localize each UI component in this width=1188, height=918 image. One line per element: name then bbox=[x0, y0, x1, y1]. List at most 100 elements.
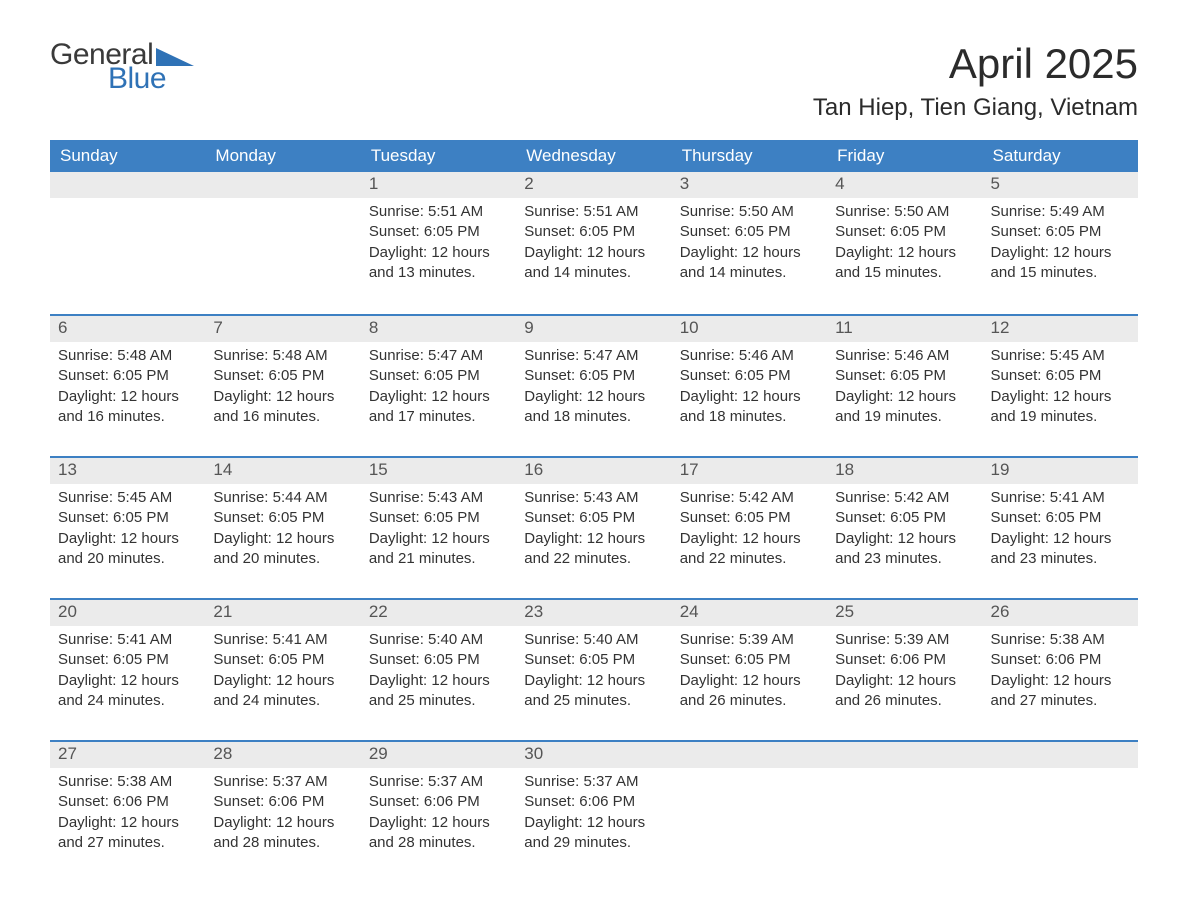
cell-line: Sunrise: 5:39 AM bbox=[680, 630, 819, 650]
cell-line: and 27 minutes. bbox=[58, 833, 197, 853]
calendar-cell: 1Sunrise: 5:51 AMSunset: 6:05 PMDaylight… bbox=[361, 172, 516, 312]
cell-line: Sunrise: 5:42 AM bbox=[835, 488, 974, 508]
cell-body: Sunrise: 5:50 AMSunset: 6:05 PMDaylight:… bbox=[672, 198, 827, 293]
cell-line: Sunrise: 5:49 AM bbox=[991, 202, 1130, 222]
cell-line: Daylight: 12 hours bbox=[213, 671, 352, 691]
day-header: Sunday bbox=[50, 140, 205, 172]
cell-line: Sunset: 6:06 PM bbox=[369, 792, 508, 812]
cell-body: Sunrise: 5:37 AMSunset: 6:06 PMDaylight:… bbox=[361, 768, 516, 863]
cell-line: and 16 minutes. bbox=[213, 407, 352, 427]
calendar-cell: 20Sunrise: 5:41 AMSunset: 6:05 PMDayligh… bbox=[50, 600, 205, 738]
cell-line: and 15 minutes. bbox=[835, 263, 974, 283]
cell-body: Sunrise: 5:38 AMSunset: 6:06 PMDaylight:… bbox=[50, 768, 205, 863]
calendar-cell bbox=[672, 742, 827, 880]
cell-body: Sunrise: 5:50 AMSunset: 6:05 PMDaylight:… bbox=[827, 198, 982, 293]
calendar-cell: 25Sunrise: 5:39 AMSunset: 6:06 PMDayligh… bbox=[827, 600, 982, 738]
cell-line: Sunrise: 5:51 AM bbox=[524, 202, 663, 222]
cell-line: and 19 minutes. bbox=[835, 407, 974, 427]
day-number: 13 bbox=[50, 458, 205, 484]
cell-line: Daylight: 12 hours bbox=[524, 243, 663, 263]
calendar-cell bbox=[983, 742, 1138, 880]
cell-body: Sunrise: 5:44 AMSunset: 6:05 PMDaylight:… bbox=[205, 484, 360, 579]
cell-body: Sunrise: 5:41 AMSunset: 6:05 PMDaylight:… bbox=[50, 626, 205, 721]
cell-line: Daylight: 12 hours bbox=[213, 813, 352, 833]
calendar-cell: 15Sunrise: 5:43 AMSunset: 6:05 PMDayligh… bbox=[361, 458, 516, 596]
day-number: 11 bbox=[827, 316, 982, 342]
day-number bbox=[983, 742, 1138, 768]
cell-line: Sunset: 6:06 PM bbox=[58, 792, 197, 812]
cell-line: Daylight: 12 hours bbox=[369, 387, 508, 407]
calendar-week: 27Sunrise: 5:38 AMSunset: 6:06 PMDayligh… bbox=[50, 740, 1138, 880]
cell-line: Sunrise: 5:37 AM bbox=[524, 772, 663, 792]
cell-line: Sunset: 6:05 PM bbox=[58, 366, 197, 386]
cell-line: Sunrise: 5:37 AM bbox=[369, 772, 508, 792]
cell-line: Sunrise: 5:43 AM bbox=[369, 488, 508, 508]
calendar-cell: 18Sunrise: 5:42 AMSunset: 6:05 PMDayligh… bbox=[827, 458, 982, 596]
cell-line: Daylight: 12 hours bbox=[213, 529, 352, 549]
cell-line: Sunset: 6:05 PM bbox=[524, 366, 663, 386]
calendar-cell: 22Sunrise: 5:40 AMSunset: 6:05 PMDayligh… bbox=[361, 600, 516, 738]
day-number: 1 bbox=[361, 172, 516, 198]
day-number: 25 bbox=[827, 600, 982, 626]
logo-word-blue: Blue bbox=[108, 64, 194, 94]
day-number: 14 bbox=[205, 458, 360, 484]
cell-line: and 20 minutes. bbox=[58, 549, 197, 569]
cell-line: Daylight: 12 hours bbox=[58, 387, 197, 407]
cell-line: and 15 minutes. bbox=[991, 263, 1130, 283]
cell-body: Sunrise: 5:37 AMSunset: 6:06 PMDaylight:… bbox=[205, 768, 360, 863]
day-number: 16 bbox=[516, 458, 671, 484]
calendar-cell: 13Sunrise: 5:45 AMSunset: 6:05 PMDayligh… bbox=[50, 458, 205, 596]
cell-body: Sunrise: 5:47 AMSunset: 6:05 PMDaylight:… bbox=[361, 342, 516, 437]
cell-line: Daylight: 12 hours bbox=[835, 243, 974, 263]
day-number: 27 bbox=[50, 742, 205, 768]
cell-line: and 24 minutes. bbox=[58, 691, 197, 711]
calendar-cell: 12Sunrise: 5:45 AMSunset: 6:05 PMDayligh… bbox=[983, 316, 1138, 454]
cell-line: Sunset: 6:05 PM bbox=[58, 508, 197, 528]
cell-line: Daylight: 12 hours bbox=[58, 529, 197, 549]
cell-line: Sunset: 6:05 PM bbox=[369, 508, 508, 528]
cell-body: Sunrise: 5:49 AMSunset: 6:05 PMDaylight:… bbox=[983, 198, 1138, 293]
day-number: 23 bbox=[516, 600, 671, 626]
day-number: 29 bbox=[361, 742, 516, 768]
cell-line: Sunset: 6:05 PM bbox=[680, 222, 819, 242]
cell-body: Sunrise: 5:42 AMSunset: 6:05 PMDaylight:… bbox=[827, 484, 982, 579]
cell-body: Sunrise: 5:46 AMSunset: 6:05 PMDaylight:… bbox=[827, 342, 982, 437]
cell-body: Sunrise: 5:40 AMSunset: 6:05 PMDaylight:… bbox=[516, 626, 671, 721]
calendar-cell: 11Sunrise: 5:46 AMSunset: 6:05 PMDayligh… bbox=[827, 316, 982, 454]
cell-line: Sunrise: 5:51 AM bbox=[369, 202, 508, 222]
cell-body: Sunrise: 5:39 AMSunset: 6:06 PMDaylight:… bbox=[827, 626, 982, 721]
cell-line: and 28 minutes. bbox=[369, 833, 508, 853]
cell-line: Sunset: 6:05 PM bbox=[524, 222, 663, 242]
cell-line: and 26 minutes. bbox=[680, 691, 819, 711]
cell-line: Sunset: 6:05 PM bbox=[213, 366, 352, 386]
day-number bbox=[205, 172, 360, 198]
cell-line: and 13 minutes. bbox=[369, 263, 508, 283]
cell-line: Daylight: 12 hours bbox=[524, 529, 663, 549]
day-number: 7 bbox=[205, 316, 360, 342]
calendar-cell: 5Sunrise: 5:49 AMSunset: 6:05 PMDaylight… bbox=[983, 172, 1138, 312]
day-number: 28 bbox=[205, 742, 360, 768]
cell-line: and 20 minutes. bbox=[213, 549, 352, 569]
calendar-cell: 30Sunrise: 5:37 AMSunset: 6:06 PMDayligh… bbox=[516, 742, 671, 880]
day-header: Monday bbox=[205, 140, 360, 172]
cell-line: Daylight: 12 hours bbox=[524, 671, 663, 691]
location-subtitle: Tan Hiep, Tien Giang, Vietnam bbox=[813, 94, 1138, 122]
cell-line: Daylight: 12 hours bbox=[835, 529, 974, 549]
day-number: 17 bbox=[672, 458, 827, 484]
cell-line: Sunset: 6:06 PM bbox=[524, 792, 663, 812]
calendar-week: 1Sunrise: 5:51 AMSunset: 6:05 PMDaylight… bbox=[50, 172, 1138, 312]
cell-line: and 22 minutes. bbox=[524, 549, 663, 569]
cell-line: Sunset: 6:06 PM bbox=[991, 650, 1130, 670]
calendar-cell bbox=[205, 172, 360, 312]
cell-line: Daylight: 12 hours bbox=[524, 813, 663, 833]
day-number: 19 bbox=[983, 458, 1138, 484]
calendar-cell: 2Sunrise: 5:51 AMSunset: 6:05 PMDaylight… bbox=[516, 172, 671, 312]
day-number: 26 bbox=[983, 600, 1138, 626]
cell-line: and 21 minutes. bbox=[369, 549, 508, 569]
cell-line: Sunrise: 5:50 AM bbox=[680, 202, 819, 222]
cell-line: Sunset: 6:05 PM bbox=[835, 222, 974, 242]
cell-line: and 18 minutes. bbox=[680, 407, 819, 427]
cell-line: Sunset: 6:05 PM bbox=[58, 650, 197, 670]
header: General Blue April 2025 Tan Hiep, Tien G… bbox=[50, 40, 1138, 122]
calendar-cell: 7Sunrise: 5:48 AMSunset: 6:05 PMDaylight… bbox=[205, 316, 360, 454]
